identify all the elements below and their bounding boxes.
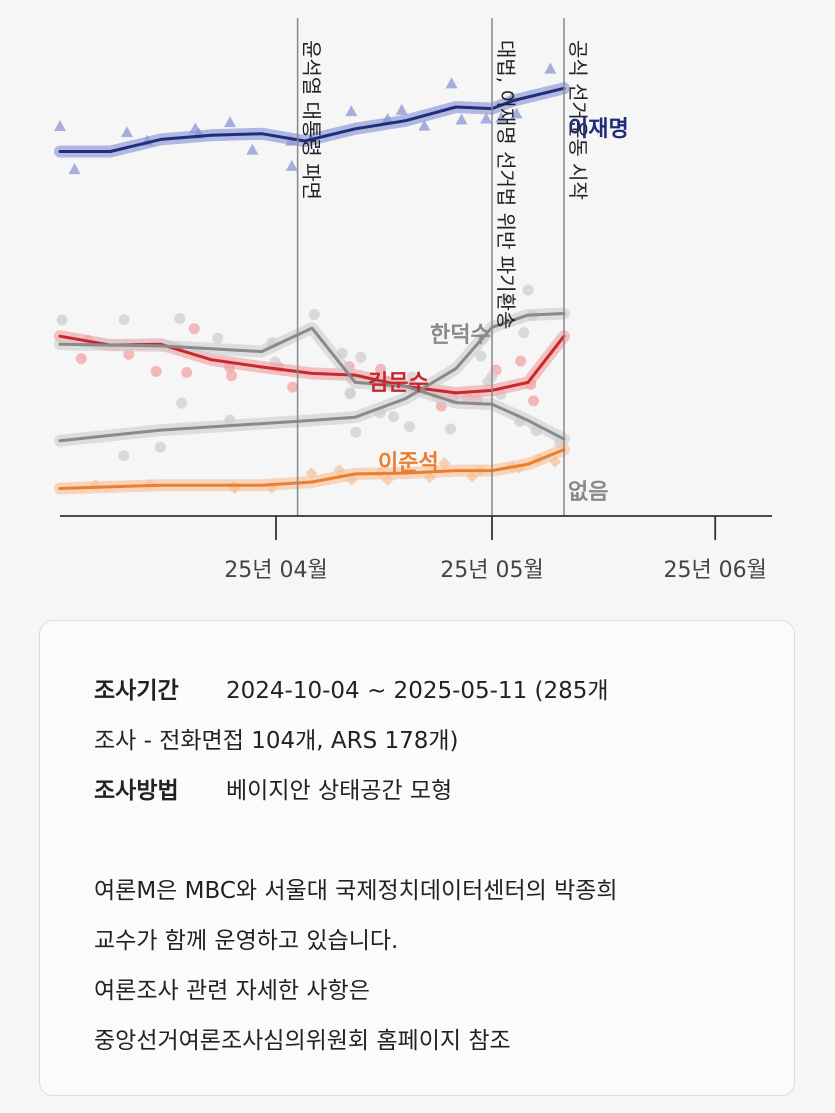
poll-point-김문수-21: [528, 395, 540, 407]
poll-point-한덕수-1: [118, 450, 130, 462]
note-line-1: 여론M은 MBC와 서울대 국제정치데이터센터의 박종희: [94, 878, 618, 904]
trend-line-이준석: [58, 448, 566, 490]
note-line-2: 교수가 함께 운영하고 있습니다.: [94, 928, 399, 954]
period-label: 조사기간: [94, 678, 179, 704]
series-label-없음: 없음: [568, 480, 608, 505]
x-ticks: 25년 04월 25년 05월 25년 06월: [224, 516, 767, 583]
poll-point-이재명-17: [455, 113, 468, 125]
poll-point-김문수-5: [181, 367, 193, 379]
method-value: 베이지안 상태공간 모형: [226, 778, 453, 804]
poll-point-이재명-16: [480, 112, 493, 124]
poll-point-김문수-4: [188, 323, 200, 335]
poll-point-없음-0: [118, 314, 130, 326]
poll-point-이재명-7: [224, 116, 237, 128]
period-value: 2024-10-04 ~ 2025-05-11 (285개: [226, 678, 609, 704]
x-tick-label-2: 25년 06월: [663, 558, 766, 583]
poll-point-김문수-9: [287, 381, 299, 393]
poll-point-이재명-1: [68, 163, 81, 175]
poll-point-한덕수-13: [499, 293, 511, 305]
series-label-이재명: 이재명: [568, 117, 629, 142]
poll-point-이재명-0: [54, 119, 67, 131]
trend-line-이재명: [58, 86, 566, 153]
poll-point-없음-3: [212, 332, 224, 344]
x-tick-label-1: 25년 05월: [440, 558, 543, 583]
poll-point-한덕수-8: [403, 421, 415, 433]
poll-point-한덕수-11: [475, 350, 487, 362]
poll-point-없음-2: [174, 312, 186, 324]
poll-point-이재명-15: [418, 119, 431, 131]
poll-point-한덕수-6: [388, 411, 400, 423]
poll-point-한덕수-15: [522, 284, 534, 296]
series-label-이준석: 이준석: [378, 451, 439, 476]
x-tick-label-0: 25년 04월: [224, 558, 327, 583]
event-label-2: 공식 선거운동 시작: [566, 40, 590, 200]
period-row: 조사기간 2024-10-04 ~ 2025-05-11 (285개: [94, 671, 609, 705]
poll-point-김문수-3: [123, 348, 135, 360]
poll-point-없음-10: [406, 371, 418, 383]
note-line-3: 여론조사 관련 자세한 사항은: [94, 978, 370, 1004]
poll-point-김문수-18: [515, 355, 527, 367]
event-label-1: 대법, 이재명 선거법 위반 파기환송: [494, 40, 518, 329]
poll-point-김문수-13: [375, 363, 387, 375]
poll-point-이재명-12: [395, 103, 408, 115]
poll-point-이재명-10: [345, 105, 358, 117]
method-row: 조사방법 베이지안 상태공간 모형: [94, 771, 452, 805]
poll-point-없음-6: [308, 309, 320, 321]
poll-point-없음-1: [56, 314, 68, 326]
trend-line-없음: [58, 326, 566, 441]
poll-chart: 윤석열 대통령 파면 대법, 이재명 선거법 위반 파기환송 공식 선거운동 시작 …: [54, 18, 772, 583]
poll-point-한덕수-5: [344, 387, 356, 399]
poll-point-한덕수-3: [176, 397, 188, 409]
note-line-4: 중앙선거여론조사심의위원회 홈페이지 참조: [94, 1028, 511, 1054]
poll-point-없음-11: [445, 423, 457, 435]
series-label-한덕수: 한덕수: [430, 323, 491, 348]
trend-lines: [58, 86, 566, 490]
event-lines: 윤석열 대통령 파면 대법, 이재명 선거법 위반 파기환송 공식 선거운동 시작: [296, 18, 590, 516]
trend-line-한덕수: [58, 312, 566, 443]
poll-point-이재명-8: [285, 159, 298, 171]
poll-point-이재명-14: [445, 77, 458, 89]
poll-point-이재명-3: [120, 126, 133, 138]
info-card: 조사기간 2024-10-04 ~ 2025-05-11 (285개 조사 - 전…: [39, 620, 795, 1096]
period-continued: 조사 - 전화면접 104개, ARS 178개): [94, 728, 459, 754]
event-label-0: 윤석열 대통령 파면: [300, 40, 324, 200]
poll-point-김문수-1: [75, 353, 87, 365]
poll-point-김문수-6: [226, 370, 238, 382]
poll-point-이재명-20: [544, 62, 557, 74]
poll-point-이재명-18: [495, 111, 508, 123]
poll-point-한덕수-0: [154, 441, 166, 453]
poll-point-김문수-2: [150, 365, 162, 377]
poll-point-한덕수-7: [350, 426, 362, 438]
poll-point-한덕수-12: [518, 327, 530, 339]
series-label-김문수: 김문수: [368, 371, 429, 396]
poll-point-없음-9: [355, 351, 367, 363]
poll-point-이재명-21: [510, 107, 523, 119]
method-label: 조사방법: [94, 778, 179, 804]
poll-point-이재명-6: [246, 143, 259, 155]
